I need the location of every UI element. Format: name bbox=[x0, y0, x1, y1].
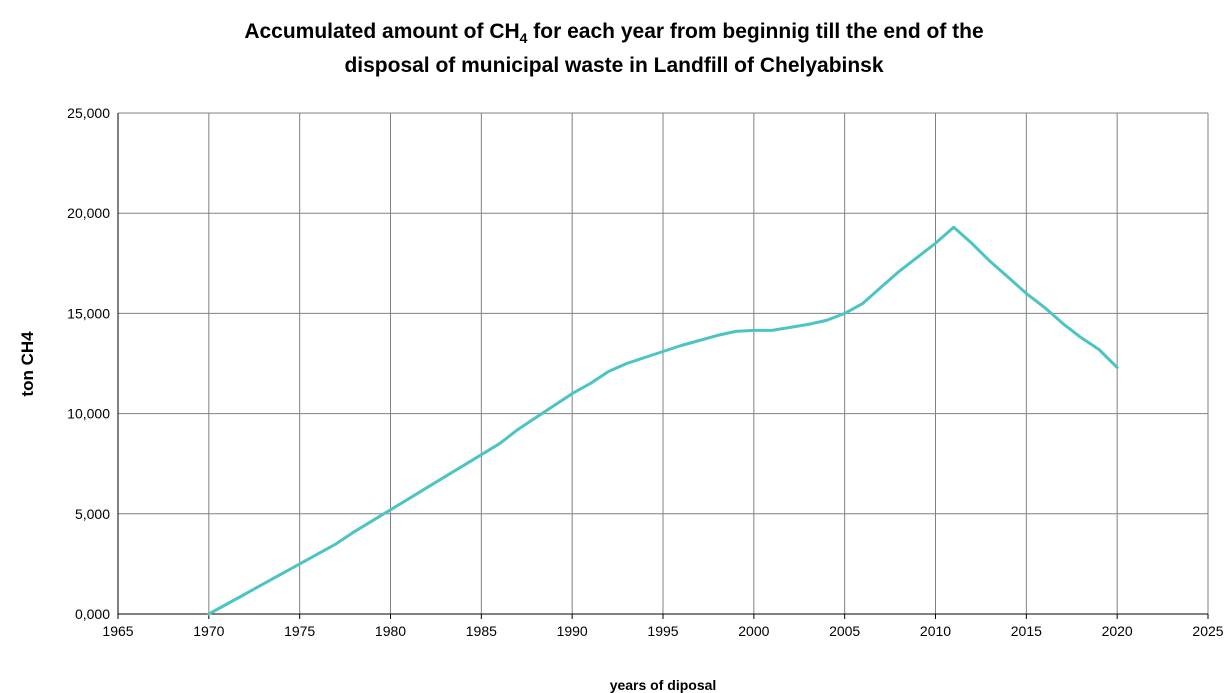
chart-title-line2: disposal of municipal waste in Landfill … bbox=[344, 54, 883, 77]
chart-title-line1: Accumulated amount of CH4 for each year … bbox=[244, 20, 983, 46]
series-layer bbox=[207, 225, 1119, 616]
y-axis-ticks: 0,000 5,000 10,000 15,000 20,000 25,000 bbox=[67, 105, 110, 622]
x-tick-label: 1970 bbox=[193, 623, 224, 639]
x-tick-label: 2010 bbox=[920, 623, 951, 639]
x-tick-label: 1995 bbox=[647, 623, 678, 639]
plot-grid bbox=[117, 112, 1209, 619]
x-tick-label: 2005 bbox=[829, 623, 860, 639]
series-line bbox=[207, 225, 1119, 616]
x-tick-label: 1985 bbox=[466, 623, 497, 639]
y-tick-label: 20,000 bbox=[67, 205, 110, 221]
y-axis-title: ton CH4 bbox=[18, 331, 37, 397]
x-tick-label: 2015 bbox=[1011, 623, 1042, 639]
y-tick-label: 0,000 bbox=[75, 606, 110, 622]
chart-title-subscript: 4 bbox=[520, 30, 528, 46]
y-tick-label: 25,000 bbox=[67, 105, 110, 121]
x-tick-label: 1965 bbox=[102, 623, 133, 639]
x-tick-label: 1990 bbox=[557, 623, 588, 639]
y-tick-label: 5,000 bbox=[75, 506, 110, 522]
chart-title-text-rest: for each year from beginnig till the end… bbox=[527, 20, 983, 43]
x-tick-label: 1980 bbox=[375, 623, 406, 639]
x-tick-label: 2000 bbox=[738, 623, 769, 639]
x-tick-label: 1975 bbox=[284, 623, 315, 639]
x-axis-title: years of diposal bbox=[610, 677, 717, 693]
y-tick-label: 10,000 bbox=[67, 406, 110, 422]
x-tick-label: 2025 bbox=[1192, 623, 1223, 639]
x-tick-label: 2020 bbox=[1102, 623, 1133, 639]
chart-title-text: Accumulated amount of CH bbox=[244, 20, 519, 43]
x-axis-ticks: 1965 1970 1975 1980 1985 1990 1995 2000 2005 2010… bbox=[102, 623, 1223, 639]
y-tick-label: 15,000 bbox=[67, 305, 110, 321]
